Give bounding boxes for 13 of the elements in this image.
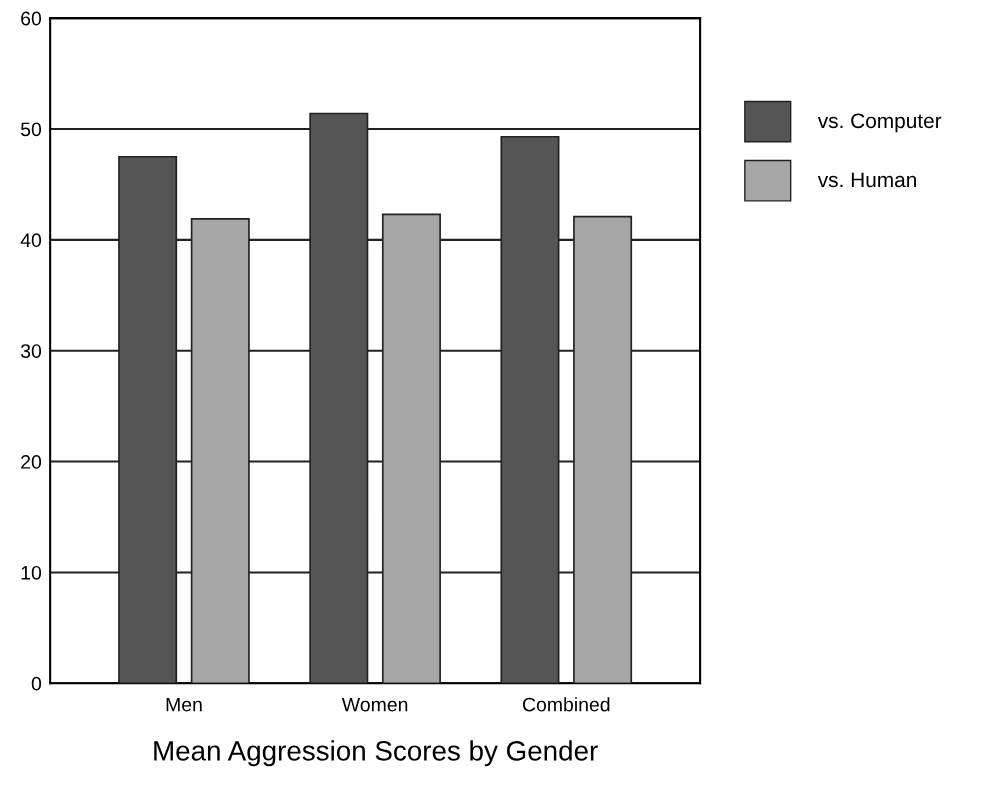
y-tick-label: 30: [20, 344, 42, 358]
y-tick-label: 60: [21, 11, 42, 26]
y-tick-label: 10: [21, 565, 42, 580]
y-tick-label: 0: [31, 676, 42, 691]
legend-label: vs. Human: [817, 172, 916, 188]
y-tick-label: 50: [20, 122, 42, 137]
x-tick-label: Women: [341, 697, 408, 712]
x-tick-label: Combined: [522, 697, 610, 712]
x-axis-title: Mean Aggression Scores by Gender: [154, 740, 598, 767]
y-tick-label: 40: [20, 233, 42, 248]
y-tick-label: 20: [21, 455, 42, 469]
legend-label: vs. Computer: [817, 113, 942, 133]
x-tick-label: Men: [166, 697, 202, 712]
